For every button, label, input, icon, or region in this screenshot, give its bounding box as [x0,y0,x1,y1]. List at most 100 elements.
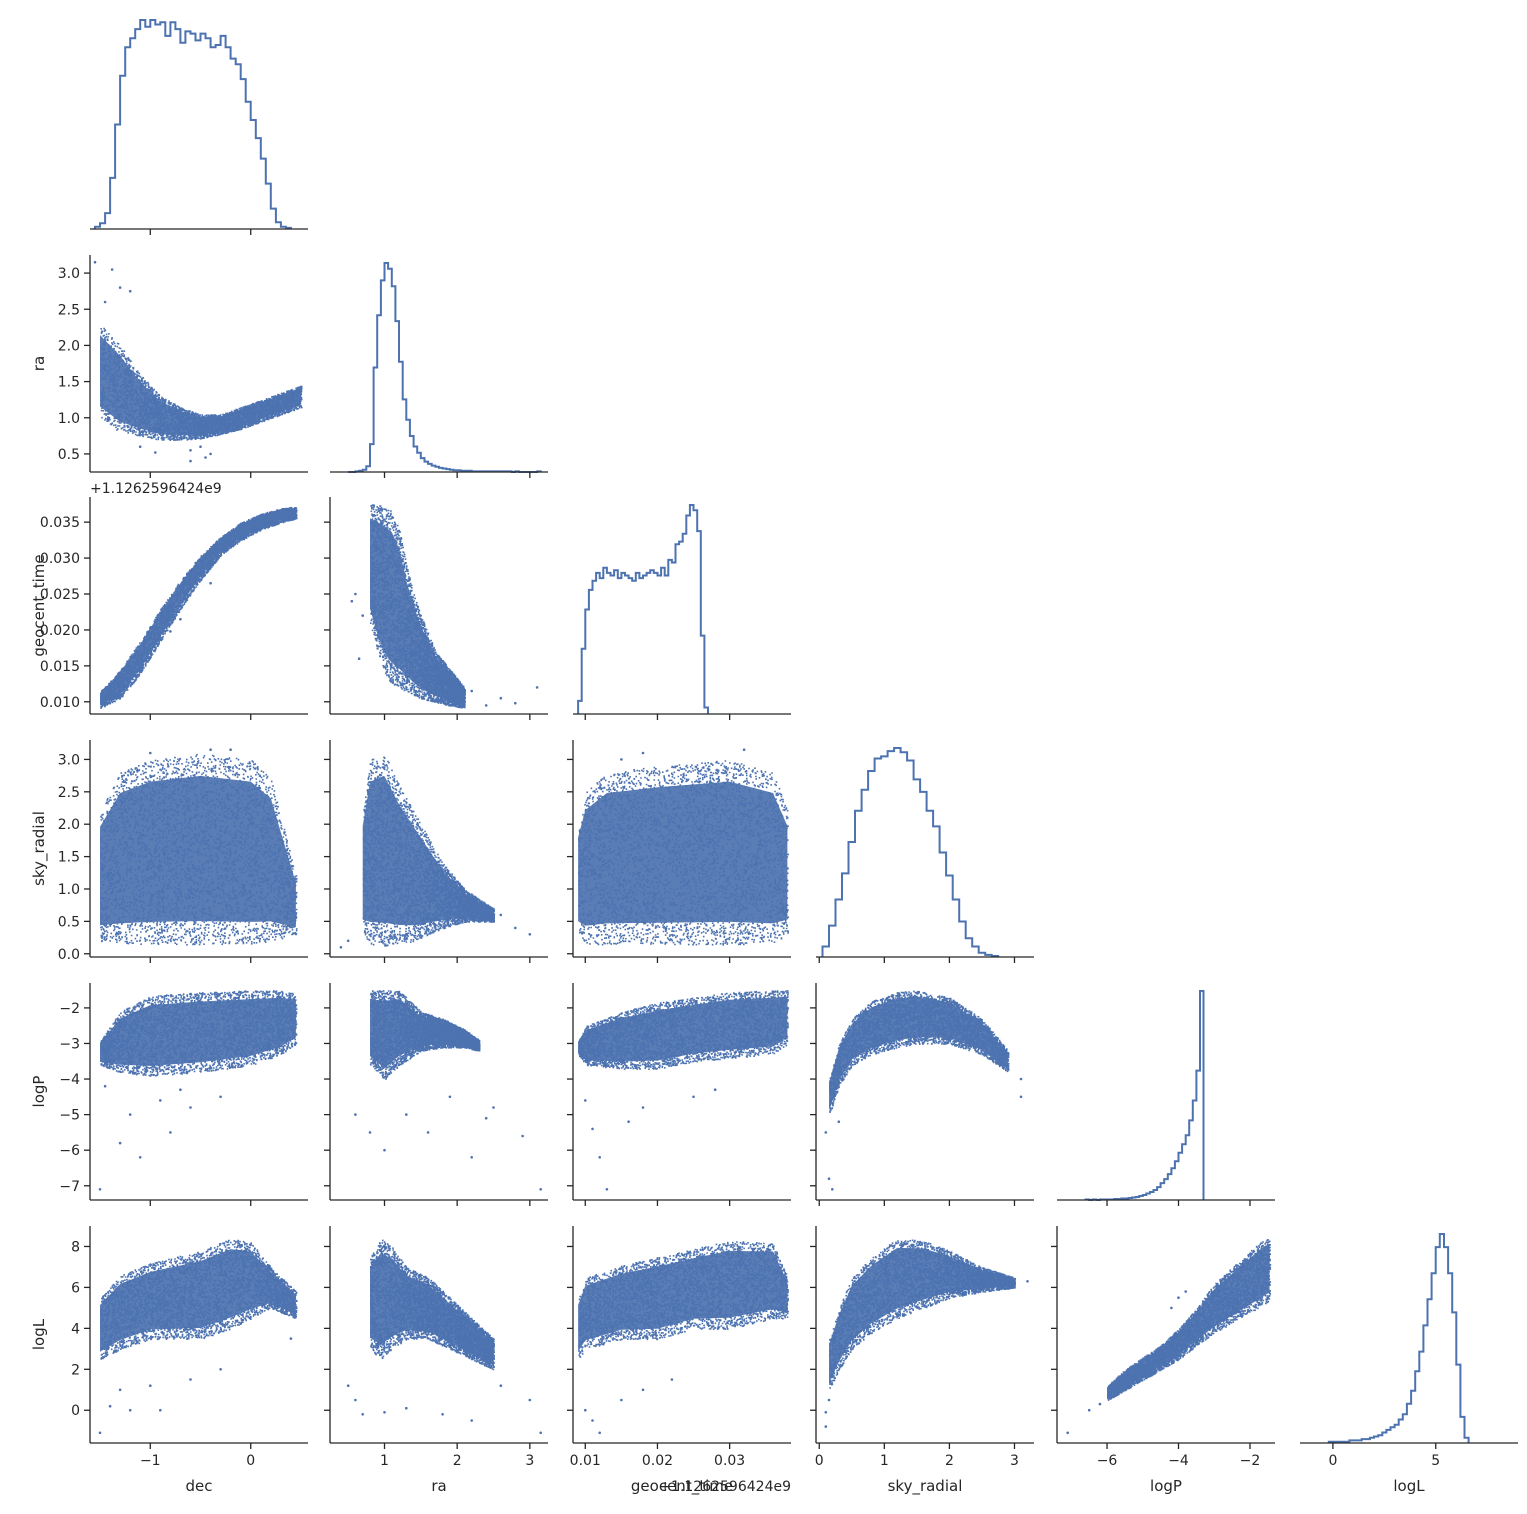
scatter-outlier-point [837,1120,841,1123]
scatter-points [100,327,303,441]
y-tick-label: 2.5 [58,302,80,318]
scatter-outlier-point [713,1088,717,1091]
scatter-outlier-point [179,617,182,621]
scatter-outlier-point [368,1131,372,1134]
scatter-outlier-point [470,1419,474,1422]
scatter-outlier-point [219,1095,222,1099]
histogram-geocent_time [577,504,709,714]
y-tick-label: 0.025 [40,587,80,603]
scatter-outlier-point [103,1084,107,1088]
scatter-logL-vs-dec [98,1239,298,1435]
scatter-outlier-point [354,592,357,596]
y-tick-label: 0.020 [40,623,80,639]
scatter-outlier-point [521,1134,524,1138]
x-tick-label: −1 [140,1453,161,1469]
scatter-outlier-point [138,445,142,449]
scatter-outlier-point [189,459,192,463]
histogram-step-sky_radial [821,747,1000,957]
scatter-outlier-point [361,1413,365,1416]
scatter-outlier-point [149,1384,152,1387]
scatter-ra-vs-dec [93,260,303,463]
scatter-outlier-point [169,1131,172,1134]
scatter-outlier-point [539,1431,542,1435]
y-tick-label: −4 [59,1072,80,1088]
y-tick-label: 0.0 [58,947,80,963]
scatter-outlier-point [528,933,532,936]
scatter-geocent_time-vs-dec [100,506,298,709]
scatter-outlier-point [159,1099,162,1102]
scatter-points [578,990,789,1070]
scatter-outlier-point [1170,1306,1173,1310]
scatter-outlier-point [149,751,152,755]
axes-logL-geocent_time: 0.01 0.02 0.03 geocent_time+1.1262596424e9 [567,1226,791,1496]
scatter-outlier-point [470,689,474,693]
y-tick-label: 1.0 [58,882,80,898]
scatter-outlier-point [128,1408,132,1412]
scatter-outlier-point [670,1378,674,1381]
scatter-outlier-point [209,748,212,751]
y-tick-label: −2 [59,1001,80,1017]
scatter-outlier-point [118,1141,122,1145]
scatter-outlier-point [605,1188,609,1191]
scatter-points [1107,1239,1272,1401]
scatter-outlier-point [831,1188,834,1191]
y-tick-label: 8 [71,1239,80,1255]
scatter-outlier-point [159,1408,162,1412]
axes-geocent_time-dec: 0.010 0.015 0.020 0.025 0.030 0.035 geocent_ti… [30,481,308,720]
scatter-outlier-point [1066,1431,1069,1435]
scatter-points [370,1239,496,1371]
x-axis-label-sky_radial: sky_radial [888,1477,963,1496]
x-tick-label: −4 [1168,1453,1189,1469]
scatter-outlier-point [346,1384,350,1387]
histogram-ra [348,262,542,473]
axes-sky_radial-sky_radial [816,956,1034,963]
scatter-outlier-point [742,748,746,751]
scatter-geocent_time-vs-ra [350,504,539,709]
x-axis-label-geocent_time: geocent_time [631,1477,733,1496]
scatter-outlier-point [591,1419,594,1422]
y-tick-label: 0 [71,1403,80,1419]
axes-logP-logP [1057,1199,1275,1206]
scatter-logL-vs-logP [1066,1239,1272,1435]
scatter-outlier-point [199,445,202,449]
y-tick-label: 0.035 [40,515,80,531]
scatter-outlier-point [426,1131,430,1134]
scatter-outlier-point [1019,1077,1023,1081]
y-tick-label: 2.0 [58,338,80,354]
y-tick-label: −5 [59,1108,80,1124]
y-tick-label: 4 [71,1321,80,1337]
x-tick-label: 3 [1010,1453,1019,1469]
x-axis-label-logL: logL [1393,1477,1425,1495]
y-tick-label: 3.0 [58,752,80,768]
scatter-outlier-point [209,452,212,456]
scatter-outlier-point [535,686,539,689]
scatter-outlier-point [209,581,212,585]
scatter-outlier-point [492,1106,495,1109]
histogram-step-geocent_time [577,504,709,714]
scatter-outlier-point [539,1188,542,1191]
scatter-outlier-point [514,926,517,930]
scatter-outlier-point [229,748,232,751]
y-tick-label: 3.0 [58,266,80,282]
y-tick-label: 0.010 [40,695,80,711]
axes-logL-dec: −1 0 dec 0 2 4 6 8 logL [30,1226,308,1495]
x-tick-label: 1 [880,1453,889,1469]
scatter-points [370,990,481,1080]
scatter-sky_radial-vs-ra [339,756,532,949]
scatter-outlier-point [827,1398,831,1402]
x-tick-label: 3 [525,1453,534,1469]
y-tick-label: −6 [59,1143,80,1159]
y-tick-label: 0.015 [40,659,80,675]
scatter-outlier-point [824,1131,828,1134]
axes-logP-dec: −7 −6 −5 −4 −3 −2 logP [30,983,308,1206]
axes-sky_radial-dec: 0.0 0.5 1.0 1.5 2.0 2.5 3.0 sky_radial [30,740,308,963]
y-tick-label: 1.5 [58,850,80,866]
x-tick-label: 0.01 [570,1453,601,1469]
x-axis-label-dec: dec [186,1477,213,1495]
scatter-outlier-point [1087,1408,1091,1412]
x-tick-label: 0 [815,1453,824,1469]
scatter-outlier-point [289,1337,293,1340]
x-tick-label: 1 [380,1453,389,1469]
scatter-outlier-point [692,1095,695,1099]
scatter-outlier-point [354,1398,357,1402]
